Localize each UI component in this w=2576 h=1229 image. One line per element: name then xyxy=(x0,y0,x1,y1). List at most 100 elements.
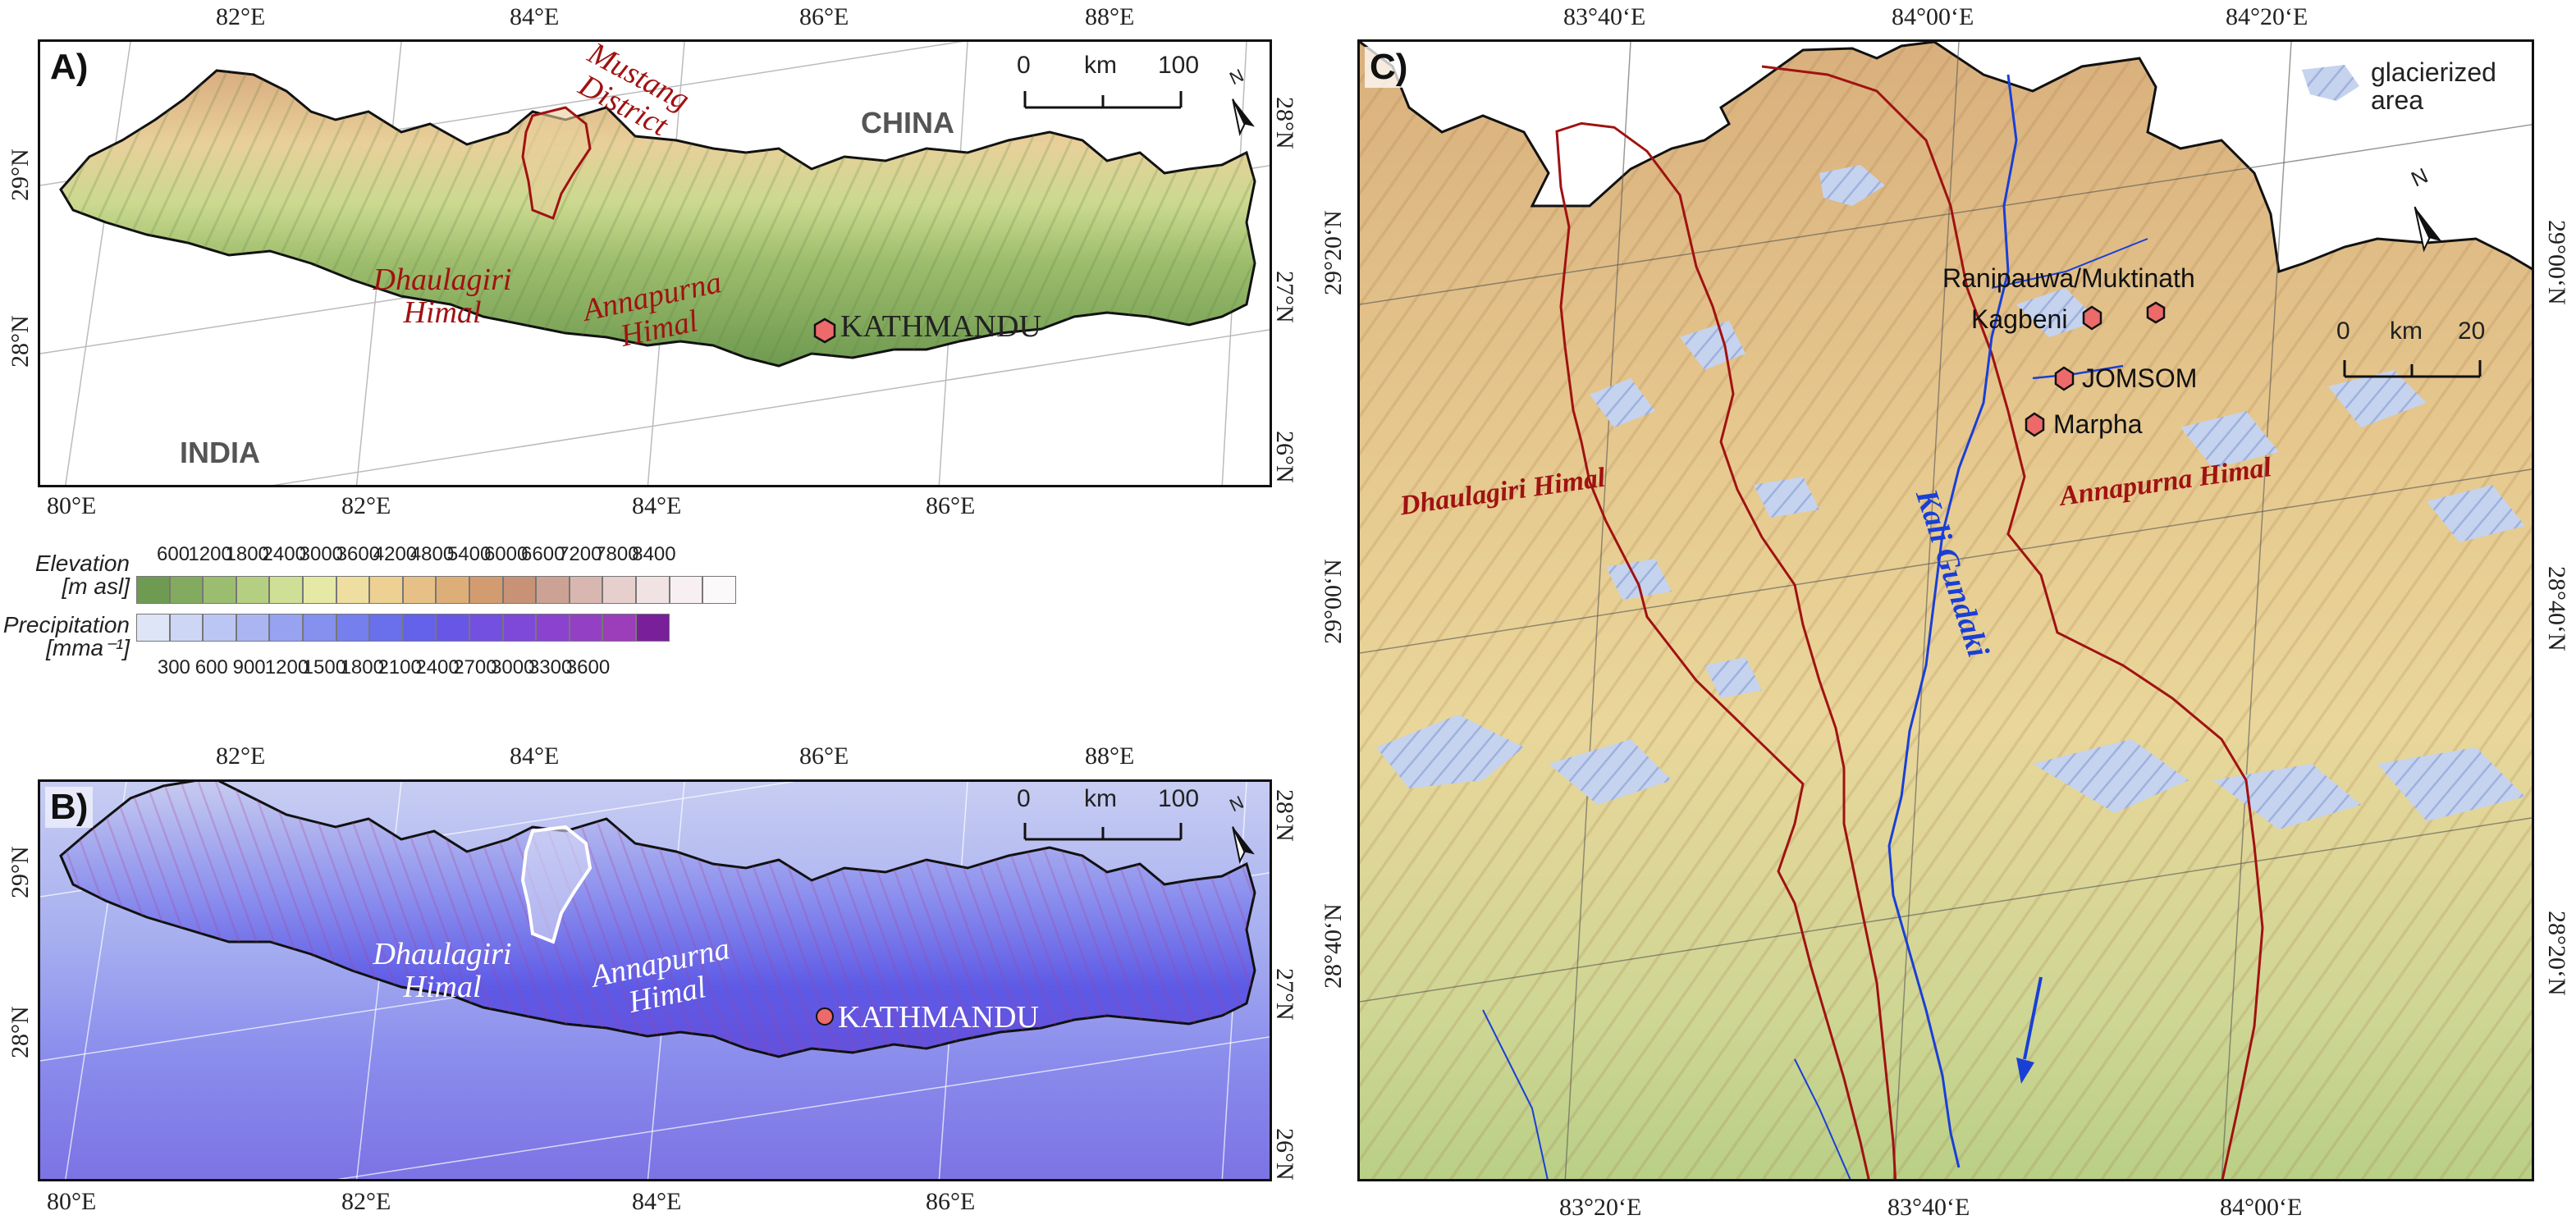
elevation-tick-label: 1800 xyxy=(225,543,269,565)
elevation-cell xyxy=(569,576,603,604)
precipitation-cell xyxy=(136,614,170,642)
panel-b-left-lat-29: 29°N xyxy=(7,846,34,898)
elevation-cell xyxy=(369,576,403,604)
panel-c-marpha-marker xyxy=(2025,412,2045,437)
panel-c-kagbeni-label: Kagbeni xyxy=(1971,304,2068,334)
panel-a-bottom-lon-84: 84°E xyxy=(632,492,682,519)
elevation-tick-label: 6000 xyxy=(483,543,528,565)
panel-c-muktinath-label: Ranipauwa/Muktinath xyxy=(1942,263,2195,293)
elevation-cell xyxy=(636,576,670,604)
panel-a-right-lat-27: 27°N xyxy=(1271,271,1298,323)
panel-c-bottom-lon-8400: 84°00‘E xyxy=(2220,1194,2303,1221)
elevation-cell xyxy=(236,576,270,604)
precipitation-tick-label: 1500 xyxy=(302,656,347,678)
elevation-tick-label: 5400 xyxy=(446,543,492,565)
elevation-tick-label: 8400 xyxy=(632,543,676,565)
panel-c-bottom-lon-8340: 83°40‘E xyxy=(1887,1194,1970,1221)
precipitation-tick-label: 300 xyxy=(157,656,190,678)
panel-c-scale-bar xyxy=(2343,360,2482,378)
panel-b-scale-max: 100 xyxy=(1158,785,1200,812)
panel-b-label: B) xyxy=(45,787,94,828)
elevation-cell xyxy=(269,576,303,604)
panel-c-kali-gundaki-river xyxy=(1887,74,2018,1168)
elevation-cell xyxy=(602,576,636,604)
precipitation-tick-label: 3600 xyxy=(565,656,611,678)
panel-a-scale-zero: 0 xyxy=(1017,52,1031,79)
panel-c-right-lat-2820: 28°20‘N xyxy=(2543,911,2570,996)
elevation-tick-label: 3600 xyxy=(336,543,381,565)
elevation-tick-label: 3000 xyxy=(299,543,344,565)
panel-c-left-lat-2920: 29°20‘N xyxy=(1320,210,1347,295)
elevation-tick-label: 600 xyxy=(157,543,190,565)
elevation-tick-label: 7200 xyxy=(558,543,602,565)
precipitation-tick-label: 900 xyxy=(232,656,266,678)
precipitation-tick-label: 1800 xyxy=(340,656,384,678)
panel-b-top-lon-84: 84°E xyxy=(510,742,560,770)
elevation-cell xyxy=(169,576,204,604)
elevation-tick-label: 4800 xyxy=(410,543,455,565)
elevation-cell xyxy=(336,576,370,604)
elevation-cell xyxy=(303,576,336,604)
elevation-tick-label: 6600 xyxy=(521,543,565,565)
panel-b-scale-bar xyxy=(1023,823,1183,841)
elevation-cell xyxy=(536,576,570,604)
panel-a-dhaulagiri-label: Dhaulagiri Himal xyxy=(373,263,512,330)
panel-c-jomsom-label: JOMSOM xyxy=(2082,363,2198,393)
precipitation-tick-label: 2400 xyxy=(415,656,460,678)
panel-c-glacier-legend-label: glacierized area xyxy=(2371,57,2496,115)
precipitation-cell xyxy=(469,614,503,642)
panel-c-scale-max: 20 xyxy=(2458,318,2486,345)
panel-a-top-lon-88: 88°E xyxy=(1085,3,1135,30)
panel-c-top-lon-8340: 83°40‘E xyxy=(1563,3,1646,30)
panel-c-label: C) xyxy=(1365,47,1413,88)
panel-a-frame: A) Mustang District Dhaulagiri Himal Ann… xyxy=(38,39,1272,487)
precipitation-tick-label: 2700 xyxy=(453,656,497,678)
panel-a-scale-max: 100 xyxy=(1158,52,1200,79)
panel-a-china-label: CHINA xyxy=(861,106,954,139)
panel-b-top-lon-88: 88°E xyxy=(1085,742,1135,770)
panel-b-frame: B) Dhaulagiri Himal Annapurna Himal KATH… xyxy=(38,779,1272,1181)
panel-a-scale-unit: km xyxy=(1084,52,1117,79)
panel-a-kathmandu-label: KATHMANDU xyxy=(840,309,1041,344)
panel-a-right-lat-28: 28°N xyxy=(1271,97,1298,149)
panel-b-map-svg xyxy=(40,782,1270,1179)
panel-a-bottom-lon-80: 80°E xyxy=(47,492,97,519)
precipitation-cell xyxy=(569,614,603,642)
panel-b-bottom-lon-80: 80°E xyxy=(47,1188,97,1215)
precipitation-tick-label: 3300 xyxy=(528,656,573,678)
panel-c-river-arrow-icon xyxy=(2016,976,2043,1084)
precipitation-cell xyxy=(602,614,636,642)
panel-c-right-lat-2840: 28°40‘N xyxy=(2543,566,2570,651)
precipitation-cell xyxy=(436,614,469,642)
elevation-cell xyxy=(702,576,736,604)
panel-b-left-lat-28: 28°N xyxy=(7,1006,34,1058)
elevation-tick-label: 2400 xyxy=(262,543,306,565)
panel-c-muktinath-marker xyxy=(2146,301,2166,324)
panel-c-top-lon-8420: 84°20‘E xyxy=(2226,3,2308,30)
panel-a-map-svg xyxy=(40,42,1270,485)
panel-b-scale-unit: km xyxy=(1084,785,1117,812)
panel-a-right-lat-26: 26°N xyxy=(1271,431,1298,483)
panel-b-kathmandu-label: KATHMANDU xyxy=(838,1000,1039,1035)
precipitation-cell xyxy=(203,614,236,642)
precipitation-tick-label: 600 xyxy=(194,656,228,678)
panel-c-glaciers xyxy=(1376,165,2525,829)
panel-a-top-lon-86: 86°E xyxy=(799,3,849,30)
panel-a-bottom-lon-86: 86°E xyxy=(926,492,976,519)
precipitation-cell xyxy=(636,614,670,642)
panel-c-scale-zero: 0 xyxy=(2336,318,2350,345)
elevation-cell xyxy=(203,576,236,604)
precipitation-tick-label: 1200 xyxy=(264,656,309,678)
panel-c-scale-unit: km xyxy=(2390,318,2423,345)
panel-a-left-lat-29: 29°N xyxy=(7,148,34,201)
panel-a-left-lat-28: 28°N xyxy=(7,315,34,368)
elevation-cell xyxy=(469,576,503,604)
elevation-cell xyxy=(502,576,537,604)
panel-b-scale-zero: 0 xyxy=(1017,785,1031,812)
panel-c-map-svg xyxy=(1360,42,2532,1179)
panel-c-national-border xyxy=(1360,42,2532,273)
panel-c-glacier-legend-swatch xyxy=(2302,65,2359,101)
elevation-cell xyxy=(669,576,703,604)
panel-c-kagbeni-marker xyxy=(2082,305,2102,331)
elevation-cell xyxy=(402,576,437,604)
